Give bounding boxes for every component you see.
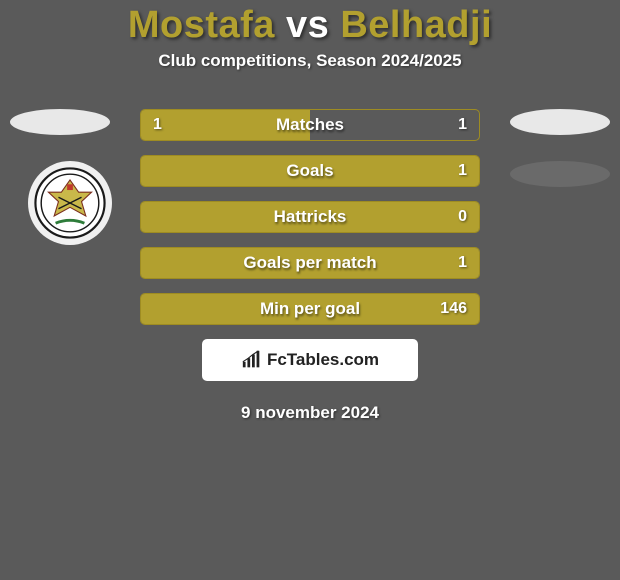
stat-label: Min per goal [260, 299, 360, 319]
stat-row-hattricks: Hattricks 0 [140, 201, 480, 233]
stat-right-value: 0 [458, 208, 467, 226]
player1-side-pill [10, 109, 110, 135]
stats-section: 1 Matches 1 Goals 1 Hattricks 0 Goals pe… [0, 109, 620, 423]
stat-row-gpm: Goals per match 1 [140, 247, 480, 279]
stat-right-value: 146 [440, 300, 467, 318]
vs-text: vs [286, 4, 329, 46]
brand-text: FcTables.com [267, 350, 379, 370]
stat-row-goals: Goals 1 [140, 155, 480, 187]
stat-right-value: 1 [458, 162, 467, 180]
player2-side-pill-2 [510, 161, 610, 187]
stat-row-matches: 1 Matches 1 [140, 109, 480, 141]
stat-label: Goals per match [243, 253, 376, 273]
brand-box[interactable]: FcTables.com [202, 339, 418, 381]
stat-left-value: 1 [153, 116, 162, 134]
date-text: 9 november 2024 [0, 403, 620, 423]
stat-label: Hattricks [274, 207, 347, 227]
stat-right-value: 1 [458, 116, 467, 134]
stat-label: Matches [276, 115, 344, 135]
stat-label: Goals [286, 161, 333, 181]
player1-name: Mostafa [128, 4, 275, 46]
player2-name: Belhadji [340, 4, 492, 46]
bar-chart-icon [241, 349, 263, 371]
club-emblem-icon [34, 167, 106, 239]
stat-row-mpg: Min per goal 146 [140, 293, 480, 325]
page-title: Mostafa vs Belhadji [0, 0, 620, 47]
player2-side-pill [510, 109, 610, 135]
subtitle: Club competitions, Season 2024/2025 [0, 51, 620, 71]
stat-rows: 1 Matches 1 Goals 1 Hattricks 0 Goals pe… [140, 109, 480, 325]
stat-right-value: 1 [458, 254, 467, 272]
player1-club-badge [28, 161, 112, 245]
